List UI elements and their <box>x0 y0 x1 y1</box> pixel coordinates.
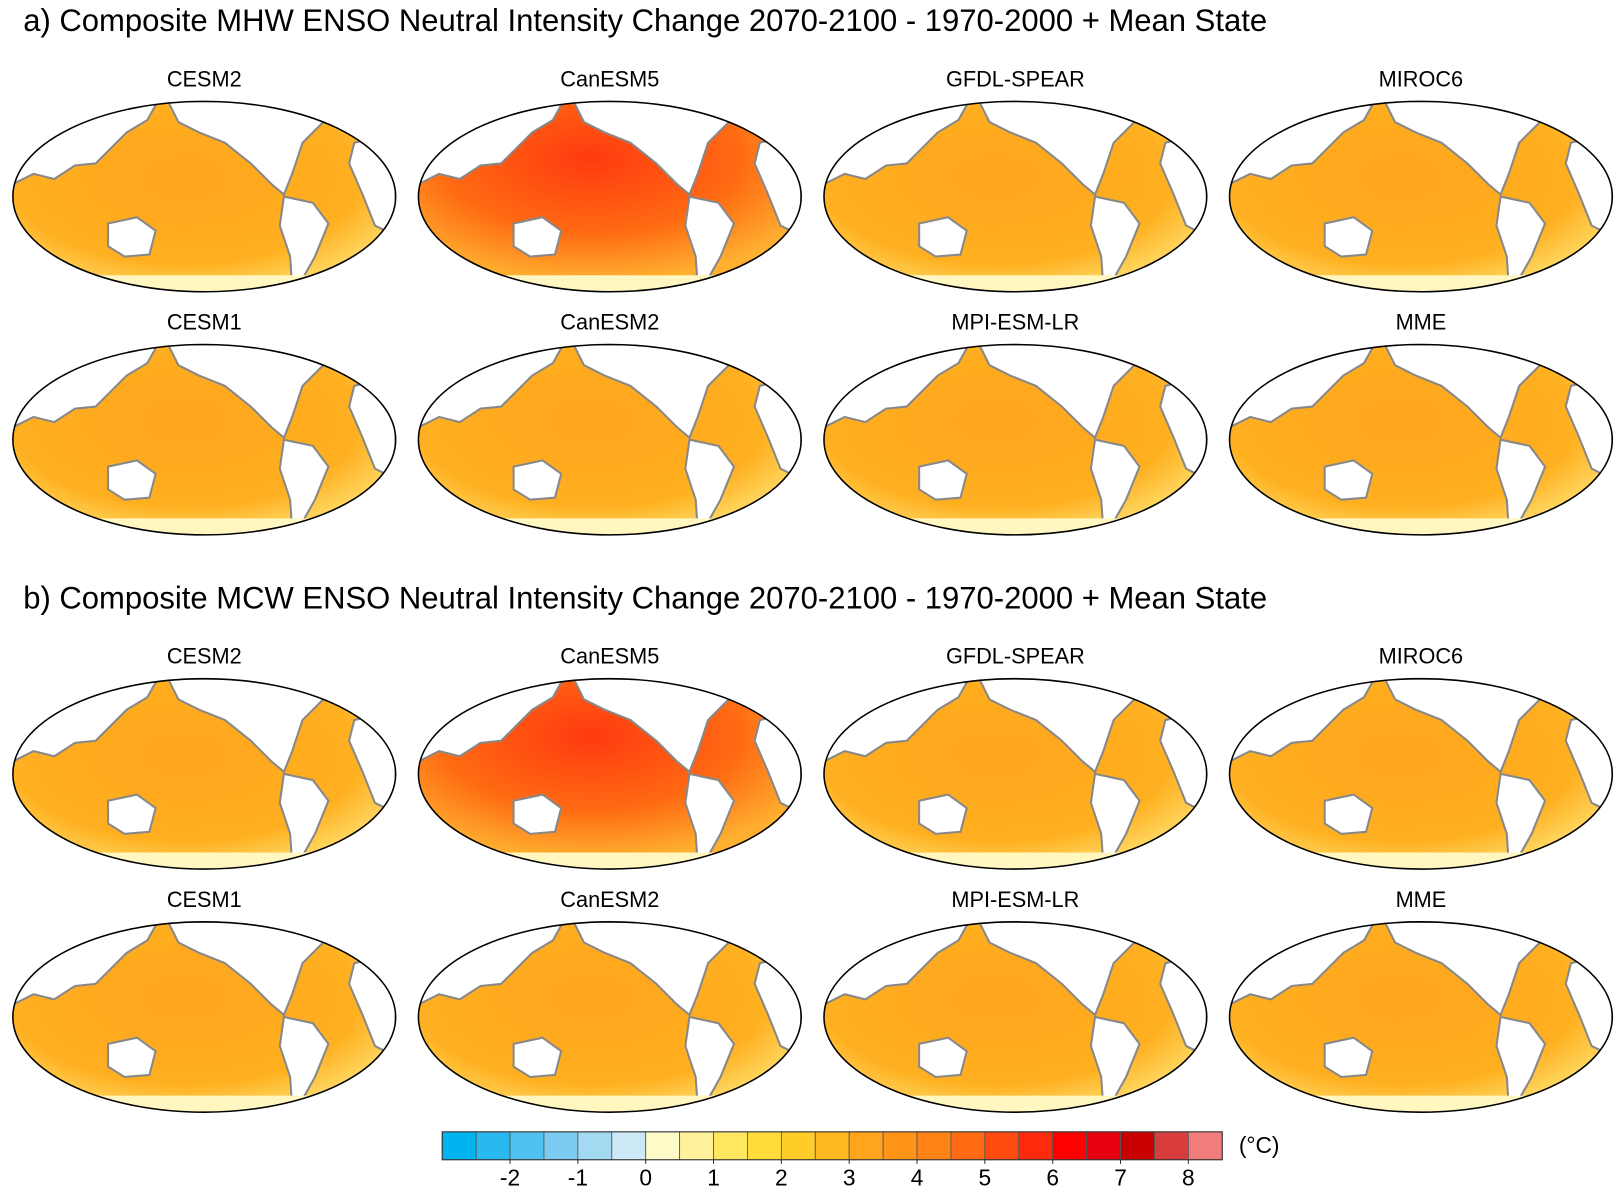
map-border <box>417 100 802 293</box>
colorbar-box <box>577 1131 613 1161</box>
colorbar-box <box>509 1131 545 1161</box>
colorbar-label: 7 <box>1114 1164 1127 1190</box>
map-border <box>417 921 802 1113</box>
panel-title: CESM1 <box>167 310 242 335</box>
map-border <box>12 343 397 536</box>
panel-title: MME <box>1396 310 1447 335</box>
colorbar-box <box>1154 1131 1189 1161</box>
panel-title: MIROC6 <box>1379 644 1463 669</box>
panel-title: CanESM5 <box>560 66 659 91</box>
colorbar-label: -2 <box>500 1164 520 1190</box>
map-panel <box>1228 100 1614 293</box>
panel-title: MIROC6 <box>1379 66 1463 91</box>
colorbar-box <box>1018 1131 1054 1161</box>
colorbar-box <box>441 1131 477 1161</box>
map-border <box>823 100 1208 293</box>
panel-title: MPI-ESM-LR <box>951 310 1079 335</box>
panel-title: MME <box>1396 887 1447 912</box>
colorbar-box <box>1120 1131 1155 1161</box>
colorbar-box <box>780 1131 816 1161</box>
map-border <box>1228 677 1614 870</box>
map-panel <box>12 100 397 293</box>
map-border <box>823 343 1208 536</box>
colorbar-box <box>645 1131 681 1161</box>
panel-title: CanESM2 <box>560 310 659 335</box>
colorbar-label: 1 <box>707 1164 720 1190</box>
map-border <box>12 921 397 1113</box>
colorbar-box <box>543 1131 579 1161</box>
map-panel <box>12 343 397 536</box>
panel-title: MPI-ESM-LR <box>951 887 1079 912</box>
colorbar-box <box>1086 1131 1121 1161</box>
map-panel <box>823 343 1208 536</box>
colorbar-box <box>984 1131 1020 1161</box>
colorbar-unit: (°C) <box>1239 1132 1280 1158</box>
map-panel <box>1228 921 1614 1113</box>
colorbar-box <box>475 1131 511 1161</box>
panel-title: CESM1 <box>167 887 242 912</box>
colorbar-box <box>747 1131 782 1161</box>
panel-title: GFDL-SPEAR <box>946 644 1085 669</box>
map-border <box>1228 921 1614 1113</box>
map-border <box>1228 100 1614 293</box>
panel-title: CanESM2 <box>560 887 659 912</box>
map-panel <box>1228 343 1614 536</box>
map-border <box>417 677 802 870</box>
colorbar-box <box>713 1131 748 1161</box>
map-panel <box>417 921 802 1113</box>
map-panel <box>417 677 802 870</box>
section-title: b) Composite MCW ENSO Neutral Intensity … <box>23 580 1267 615</box>
colorbar-box <box>1187 1131 1223 1161</box>
map-border <box>823 677 1208 870</box>
colorbar-label: 4 <box>911 1164 924 1190</box>
map-panel <box>12 677 397 870</box>
map-panel <box>823 100 1208 293</box>
map-panel <box>12 921 397 1113</box>
colorbar-label: 2 <box>775 1164 788 1190</box>
map-border <box>823 921 1208 1113</box>
colorbar-box <box>882 1131 918 1161</box>
panel-title: CESM2 <box>167 66 242 91</box>
colorbar-label: -1 <box>568 1164 588 1190</box>
colorbar-box <box>814 1131 850 1161</box>
panel-title: CanESM5 <box>560 644 659 669</box>
colorbar-label: 0 <box>639 1164 652 1190</box>
colorbar-label: 3 <box>843 1164 856 1190</box>
map-panel <box>417 100 802 293</box>
map-border <box>12 100 397 293</box>
colorbar-box <box>679 1131 714 1161</box>
map-border <box>12 677 397 870</box>
colorbar-label: 5 <box>979 1164 992 1190</box>
map-border <box>417 343 802 536</box>
map-panel <box>417 343 802 536</box>
map-panel <box>823 677 1208 870</box>
colorbar-box <box>916 1131 952 1161</box>
colorbar-box <box>611 1131 647 1161</box>
section-title: a) Composite MHW ENSO Neutral Intensity … <box>23 3 1267 38</box>
panel-title: GFDL-SPEAR <box>946 66 1085 91</box>
colorbar-label: 8 <box>1182 1164 1195 1190</box>
colorbar-box <box>950 1131 986 1161</box>
colorbar-label: 6 <box>1046 1164 1059 1190</box>
map-border <box>1228 343 1614 536</box>
panel-title: CESM2 <box>167 644 242 669</box>
colorbar-frame <box>441 1131 1223 1161</box>
map-panel <box>1228 677 1614 870</box>
map-panel <box>823 921 1208 1113</box>
colorbar-box <box>1052 1131 1088 1161</box>
colorbar-box <box>848 1131 884 1161</box>
